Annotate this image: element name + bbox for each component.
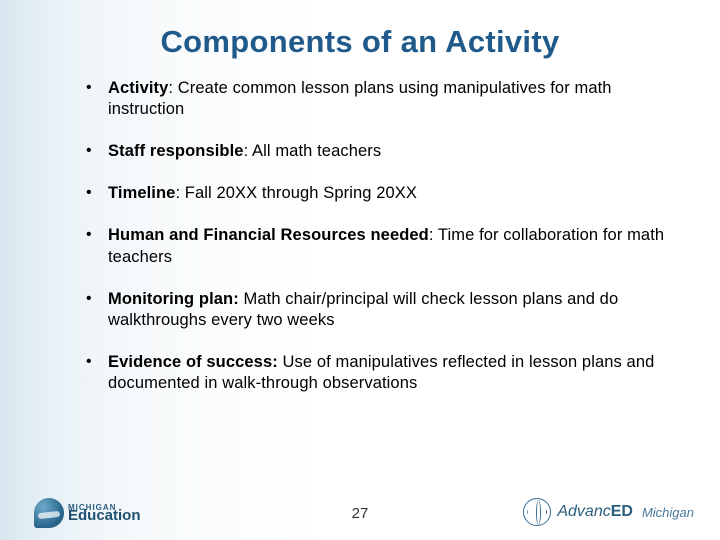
logo-left-text: MICHIGAN Education bbox=[68, 504, 141, 523]
list-item: Timeline: Fall 20XX through Spring 20XX bbox=[86, 183, 670, 204]
bullet-text: : Create common lesson plans using manip… bbox=[108, 79, 612, 118]
bullet-label: Staff responsible bbox=[108, 142, 244, 160]
slide: Components of an Activity Activity: Crea… bbox=[0, 0, 720, 540]
logo-left-line2: Education bbox=[68, 509, 141, 523]
list-item: Monitoring plan: Math chair/principal wi… bbox=[86, 289, 670, 331]
bullet-label: Evidence of success: bbox=[108, 353, 278, 371]
bullet-label: Timeline bbox=[108, 184, 175, 202]
logo-michigan-education: MICHIGAN Education bbox=[34, 498, 141, 528]
globe-icon bbox=[523, 498, 551, 526]
list-item: Evidence of success: Use of manipulative… bbox=[86, 352, 670, 394]
bullet-label: Monitoring plan: bbox=[108, 290, 239, 308]
bullet-label: Activity bbox=[108, 79, 168, 97]
bullet-text: : All math teachers bbox=[244, 142, 382, 160]
michigan-edu-icon bbox=[34, 498, 64, 528]
logo-advanced: AdvancED Michigan bbox=[523, 498, 694, 526]
list-item: Activity: Create common lesson plans usi… bbox=[86, 78, 670, 120]
logo-right-region: Michigan bbox=[642, 505, 694, 520]
list-item: Staff responsible: All math teachers bbox=[86, 141, 670, 162]
bullet-text: : Fall 20XX through Spring 20XX bbox=[175, 184, 417, 202]
page-title: Components of an Activity bbox=[50, 24, 670, 60]
bullet-label: Human and Financial Resources needed bbox=[108, 226, 429, 244]
list-item: Human and Financial Resources needed: Ti… bbox=[86, 225, 670, 267]
logo-right-brand: AdvancED bbox=[557, 503, 633, 521]
bullet-list: Activity: Create common lesson plans usi… bbox=[50, 78, 670, 394]
